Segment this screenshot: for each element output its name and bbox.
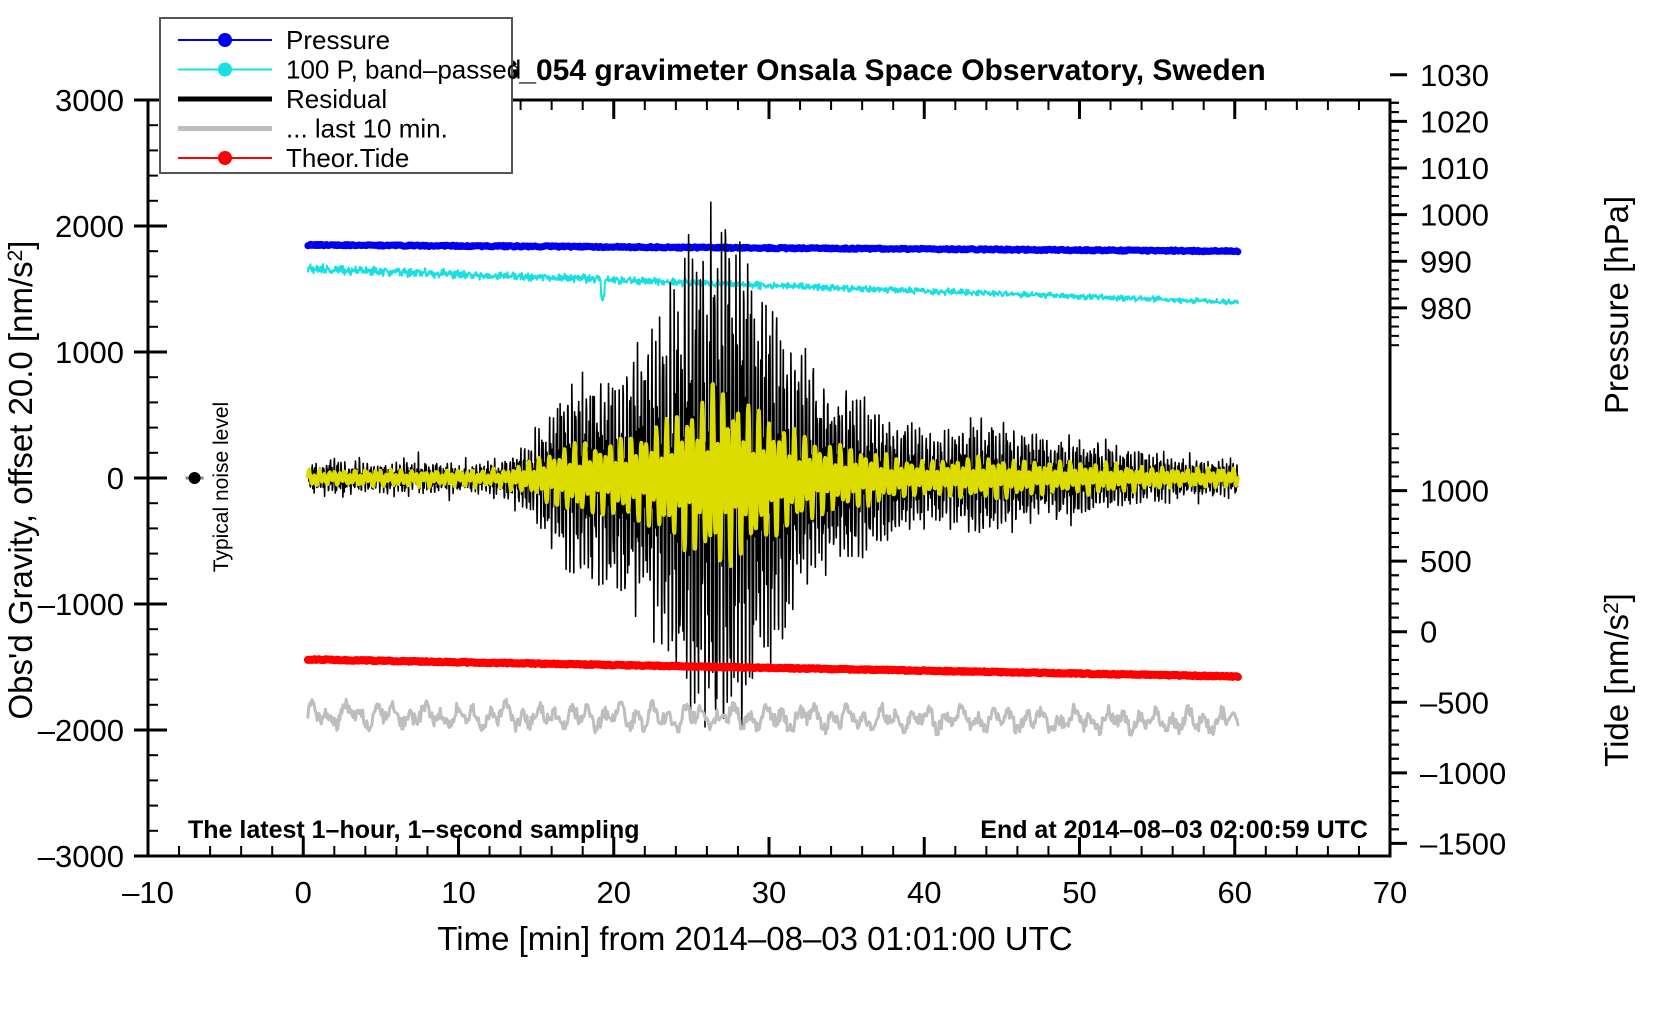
y-tick-label-right-tide: –500 <box>1420 685 1489 720</box>
y-tick-label-right-pressure: 1000 <box>1420 198 1489 233</box>
y-tick-label-right-pressure: 1020 <box>1420 104 1489 139</box>
page-title: SCG_054 gravimeter Onsala Space Observat… <box>454 54 1266 87</box>
x-tick-label: 30 <box>752 875 786 910</box>
y-axis-label-left-sup: 2 <box>4 250 27 262</box>
series-theor-tide <box>303 655 1242 681</box>
x-axis-label: Time [min] from 2014–08–03 01:01:00 UTC <box>437 920 1072 957</box>
series-last-10-min <box>306 697 1240 737</box>
y-axis-label-left-text: Obs'd Gravity, offset 20.0 [nm/s <box>2 261 39 719</box>
y-tick-label-right-tide: –1500 <box>1420 826 1506 861</box>
legend-swatch-dot <box>218 62 232 77</box>
y-axis-label-left-tail: ] <box>2 241 39 250</box>
x-tick-label: 0 <box>295 875 312 910</box>
x-tick-label: 40 <box>907 875 941 910</box>
x-tick-label: 10 <box>441 875 475 910</box>
y-tick-label-right-pressure: 1010 <box>1420 151 1489 186</box>
x-tick-label: 60 <box>1218 875 1252 910</box>
y-tick-label-right-tide: –1000 <box>1420 756 1506 791</box>
y-tick-label-left: 1000 <box>55 335 124 370</box>
legend-label: ... last 10 min. <box>286 114 448 144</box>
y-tick-label-left: –1000 <box>38 587 124 622</box>
annotation-end-time: End at 2014–08–03 02:00:59 UTC <box>980 816 1368 844</box>
y-tick-label-right-tide: 0 <box>1420 615 1437 650</box>
legend-label: Pressure <box>286 25 390 55</box>
noise-marker-group <box>185 472 204 484</box>
legend-label: Theor.Tide <box>286 143 409 173</box>
y-tick-label-left: 0 <box>107 461 124 496</box>
y-tick-label-right-pressure: 990 <box>1420 244 1472 279</box>
y-tick-label-right-pressure: 1030 <box>1420 58 1489 93</box>
y-axis-right-tide: –1500 –1000 –500 0 500 1000 <box>1390 433 1506 861</box>
noise-marker-dot <box>188 472 201 484</box>
x-tick-label: 50 <box>1062 875 1096 910</box>
y-tick-label-left: –2000 <box>38 713 124 748</box>
x-tick-label: –10 <box>122 875 174 910</box>
y-axis-label-left: Obs'd Gravity, offset 20.0 [nm/s2] <box>2 241 39 720</box>
y-axis-left: –3000 –2000 –1000 0 1000 2000 3000 <box>38 83 167 874</box>
legend-swatch-dot <box>218 151 232 165</box>
y-tick-label-right-tide: 500 <box>1420 544 1472 579</box>
y-tick-label-left: 2000 <box>55 209 124 244</box>
legend-label: 100 P, band–passed <box>286 55 521 85</box>
tide-label-sup: 2 <box>1600 602 1623 614</box>
legend-swatch-dot <box>218 33 232 47</box>
y-tick-label-right-pressure: 980 <box>1420 291 1472 326</box>
y-axis-label-right-tide: Tide [nm/s2] <box>1598 593 1635 767</box>
x-tick-label: 20 <box>597 875 631 910</box>
tide-label-text: Tide [nm/s <box>1598 614 1635 767</box>
data-traces <box>303 201 1242 737</box>
series-100-p-band-passed <box>306 263 1239 306</box>
annotation-sampling-info: The latest 1–hour, 1–second sampling <box>188 816 640 844</box>
noise-level-label: Typical noise level <box>210 402 233 572</box>
y-axis-label-right-pressure: Pressure [hPa] <box>1598 196 1635 414</box>
y-axis-right-pressure: 980 990 1000 1010 1020 1030 <box>1390 58 1489 347</box>
series-residual-filtered-overlay <box>305 382 1240 568</box>
y-tick-label-right-tide: 1000 <box>1420 474 1489 509</box>
series-pressure <box>304 240 1242 256</box>
x-tick-label: 70 <box>1373 875 1407 910</box>
tide-label-tail: ] <box>1598 593 1635 602</box>
y-tick-label-left: –3000 <box>38 839 124 874</box>
y-tick-label-left: 3000 <box>55 83 124 118</box>
legend-label: Residual <box>286 84 387 114</box>
legend-box <box>159 17 513 174</box>
x-axis: –10 0 10 20 30 40 50 60 70 <box>122 100 1407 910</box>
